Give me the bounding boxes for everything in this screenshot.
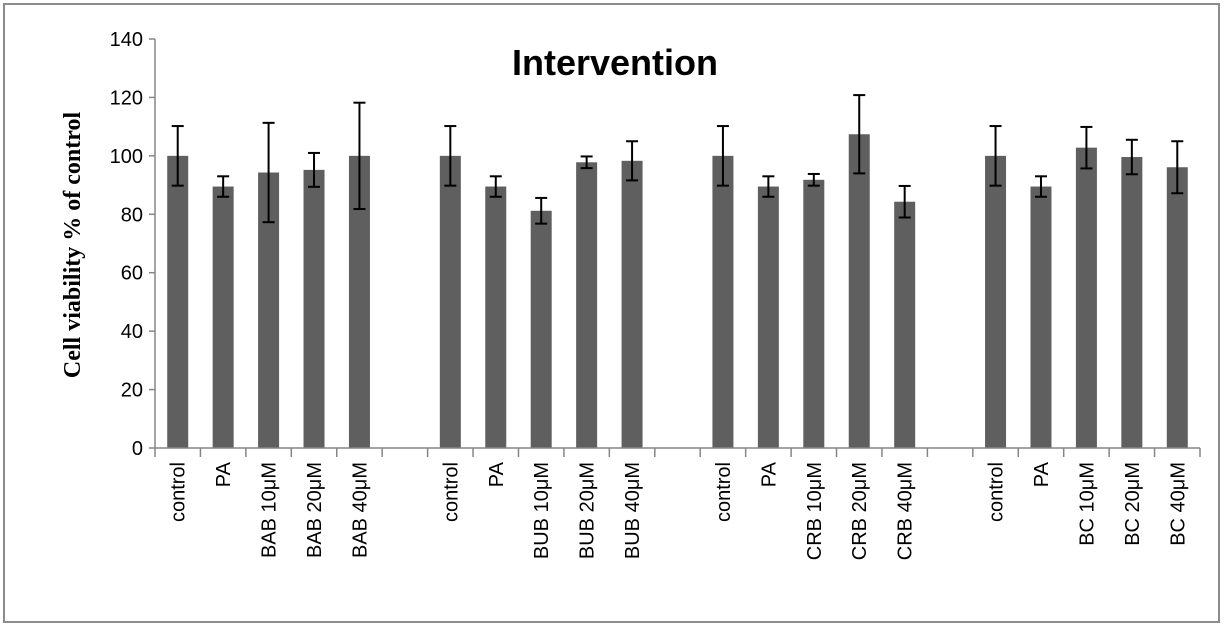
x-category-label: BAB 40μM	[349, 462, 371, 558]
x-category-label: BAB 10μM	[259, 462, 281, 558]
x-category-label: BC 10μM	[1076, 462, 1098, 546]
bar	[757, 186, 779, 448]
y-tick-label: 0	[132, 438, 143, 460]
x-category-label: BAB 20μM	[304, 462, 326, 558]
y-tick-label: 40	[121, 321, 143, 343]
x-category-label: CRB 20μM	[849, 462, 871, 560]
y-tick-label: 120	[110, 87, 143, 109]
y-axis-label: Cell viability % of control	[60, 112, 86, 379]
bar	[530, 210, 552, 448]
x-category-label: control	[986, 462, 1008, 522]
x-category-label: control	[440, 462, 462, 522]
x-category-label: CRB 10μM	[804, 462, 826, 560]
bar	[258, 172, 280, 449]
bar	[894, 201, 916, 448]
y-tick-label: 60	[121, 263, 143, 285]
x-category-label: control	[713, 462, 735, 522]
chart-frame: 0 20 40 60 80 100 120 140 control PA BAB 10μM BAB 2…	[3, 3, 1220, 623]
bar	[621, 160, 643, 448]
bar	[1075, 147, 1097, 449]
x-category-label: PA	[758, 461, 780, 487]
x-category-label: BC 40μM	[1167, 462, 1189, 546]
bar	[576, 162, 598, 448]
bar	[303, 169, 325, 448]
bar-chart: 0 20 40 60 80 100 120 140 control PA BAB 10μM BAB 2…	[60, 29, 1201, 560]
x-category-label: CRB 40μM	[895, 462, 917, 560]
bar	[212, 186, 234, 448]
bars-layer	[167, 134, 1188, 449]
bar	[167, 155, 189, 448]
x-category-label: PA	[213, 461, 235, 487]
bar	[803, 179, 825, 448]
bar	[985, 155, 1007, 448]
bar	[1030, 186, 1052, 448]
y-tick-label: 140	[110, 29, 143, 51]
chart-title: Intervention	[512, 42, 718, 83]
x-category-label: PA	[1031, 461, 1053, 487]
bar	[712, 155, 734, 448]
y-tick-label: 100	[110, 146, 143, 168]
y-tick-label: 20	[121, 380, 143, 402]
x-category-label: PA	[486, 461, 508, 487]
x-category-label: control	[168, 462, 190, 522]
x-category-label: BUB 10μM	[531, 462, 553, 559]
bar	[1166, 167, 1188, 448]
error-bars-layer	[171, 94, 1184, 225]
bar	[439, 155, 461, 448]
y-tick-label: 80	[121, 204, 143, 226]
x-category-label: BC 20μM	[1122, 462, 1144, 546]
x-category-label: BUB 20μM	[577, 462, 599, 559]
bar	[1121, 157, 1143, 449]
bar	[848, 134, 870, 448]
x-category-label: BUB 40μM	[622, 462, 644, 559]
bar	[485, 186, 507, 448]
labels-layer: 0 20 40 60 80 100 120 140 control PA BAB 10μM BAB 2…	[110, 29, 1190, 560]
bar	[348, 155, 370, 448]
axes-layer	[149, 38, 1201, 457]
